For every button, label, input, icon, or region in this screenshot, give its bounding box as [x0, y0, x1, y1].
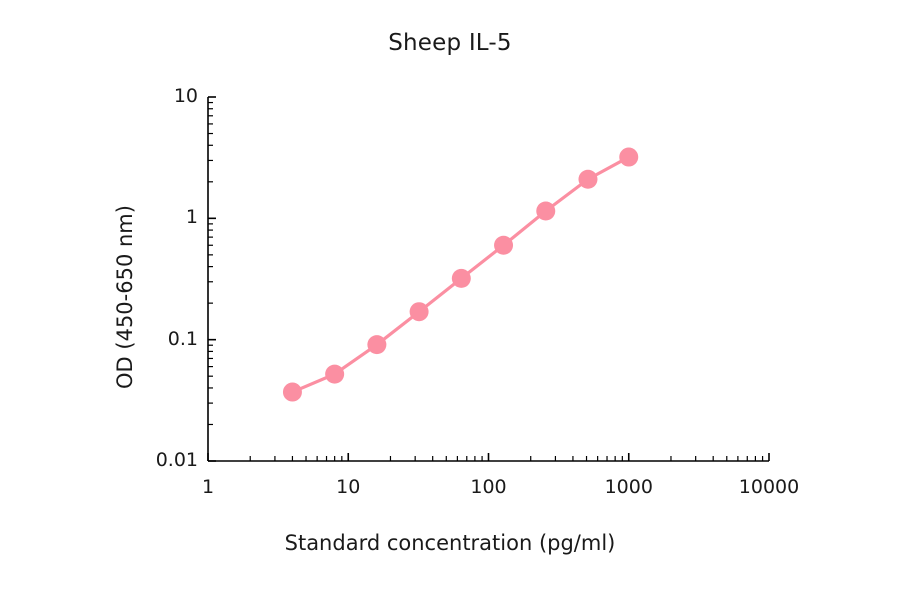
- y-tick-label: 1: [185, 206, 198, 229]
- data-point: [536, 201, 556, 221]
- x-tick-label: 100: [470, 476, 507, 498]
- data-point: [282, 382, 302, 402]
- y-tick-label: 0.01: [155, 449, 198, 471]
- axes: [207, 97, 769, 462]
- data-markers: [282, 147, 639, 402]
- data-point: [409, 302, 429, 322]
- x-tick-label: 1000: [604, 476, 653, 498]
- x-axis-label: Standard concentration (pg/ml): [284, 531, 616, 555]
- data-point: [451, 268, 471, 288]
- data-point: [619, 147, 639, 167]
- data-point: [325, 364, 345, 384]
- x-tick-label: 10000: [738, 476, 800, 498]
- chart-title: Sheep IL-5: [388, 30, 512, 56]
- x-tick-label: 10: [336, 476, 361, 498]
- data-point: [367, 335, 387, 355]
- y-tick-label: 10: [173, 85, 198, 107]
- x-axis-ticks: [207, 453, 770, 461]
- data-point: [578, 169, 598, 189]
- y-tick-label: 0.1: [167, 327, 198, 350]
- x-tick-label: 1: [201, 476, 215, 498]
- y-axis-ticks: [208, 96, 216, 462]
- data-point: [494, 235, 514, 255]
